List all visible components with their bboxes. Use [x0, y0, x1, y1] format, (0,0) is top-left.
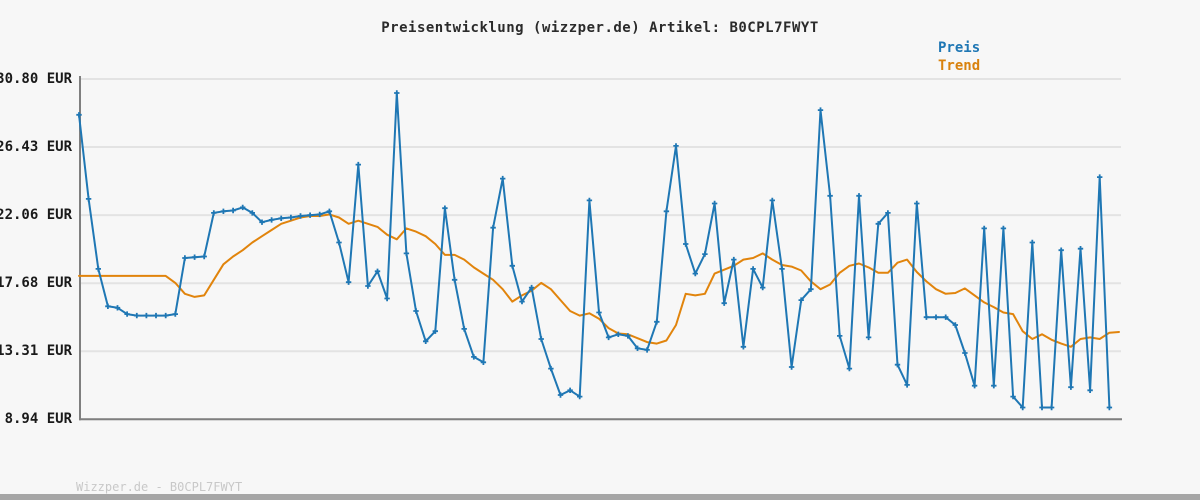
grid-lines — [79, 78, 1121, 421]
legend-item-trend: Trend — [938, 58, 981, 74]
axis-lines — [79, 76, 1122, 421]
y-tick-label: 30.80 EUR — [0, 71, 72, 87]
y-tick-label: 8.94 EUR — [4, 411, 72, 428]
series-lines — [76, 90, 1120, 411]
watermark: Wizzper.de - B0CPL7FWYT — [76, 480, 243, 494]
y-tick-label: 22.06 EUR — [0, 207, 72, 224]
legend: Preis Trend — [938, 39, 980, 75]
y-tick-label: 26.43 EUR — [0, 139, 72, 156]
legend-item-preis: Preis — [938, 40, 981, 56]
chart-title: Preisentwicklung (wizzper.de) Artikel: B… — [381, 20, 819, 36]
y-tick-label: 17.68 EUR — [0, 275, 72, 292]
bottom-bar — [0, 494, 1200, 500]
y-tick-label: 13.31 EUR — [0, 343, 72, 360]
